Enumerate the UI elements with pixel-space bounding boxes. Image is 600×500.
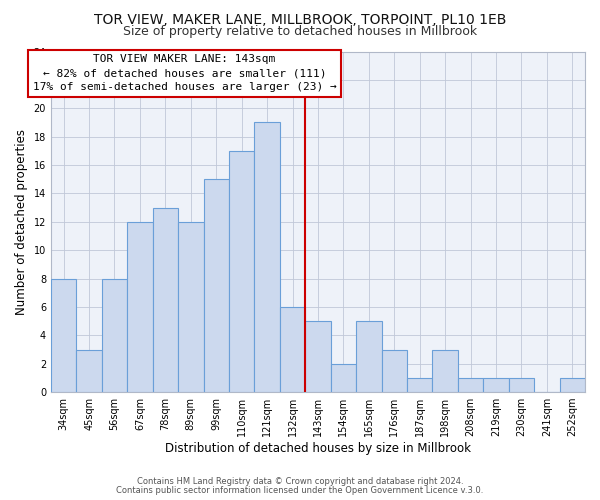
Bar [483,378,509,392]
Bar [51,278,76,392]
Bar [382,350,407,392]
Bar [127,222,152,392]
Text: Contains HM Land Registry data © Crown copyright and database right 2024.: Contains HM Land Registry data © Crown c… [137,477,463,486]
Bar [433,350,458,392]
Bar [229,151,254,392]
Text: Contains public sector information licensed under the Open Government Licence v.: Contains public sector information licen… [116,486,484,495]
Bar [458,378,483,392]
Text: TOR VIEW, MAKER LANE, MILLBROOK, TORPOINT, PL10 1EB: TOR VIEW, MAKER LANE, MILLBROOK, TORPOIN… [94,12,506,26]
Bar [76,350,102,392]
Text: Size of property relative to detached houses in Millbrook: Size of property relative to detached ho… [123,25,477,38]
Bar [280,307,305,392]
Text: TOR VIEW MAKER LANE: 143sqm
← 82% of detached houses are smaller (111)
17% of se: TOR VIEW MAKER LANE: 143sqm ← 82% of det… [32,54,337,92]
Bar [560,378,585,392]
Bar [407,378,433,392]
Bar [305,321,331,392]
Bar [509,378,534,392]
Y-axis label: Number of detached properties: Number of detached properties [15,129,28,315]
Bar [178,222,203,392]
X-axis label: Distribution of detached houses by size in Millbrook: Distribution of detached houses by size … [165,442,471,455]
Bar [356,321,382,392]
Bar [102,278,127,392]
Bar [254,122,280,392]
Bar [331,364,356,392]
Bar [152,208,178,392]
Bar [203,179,229,392]
